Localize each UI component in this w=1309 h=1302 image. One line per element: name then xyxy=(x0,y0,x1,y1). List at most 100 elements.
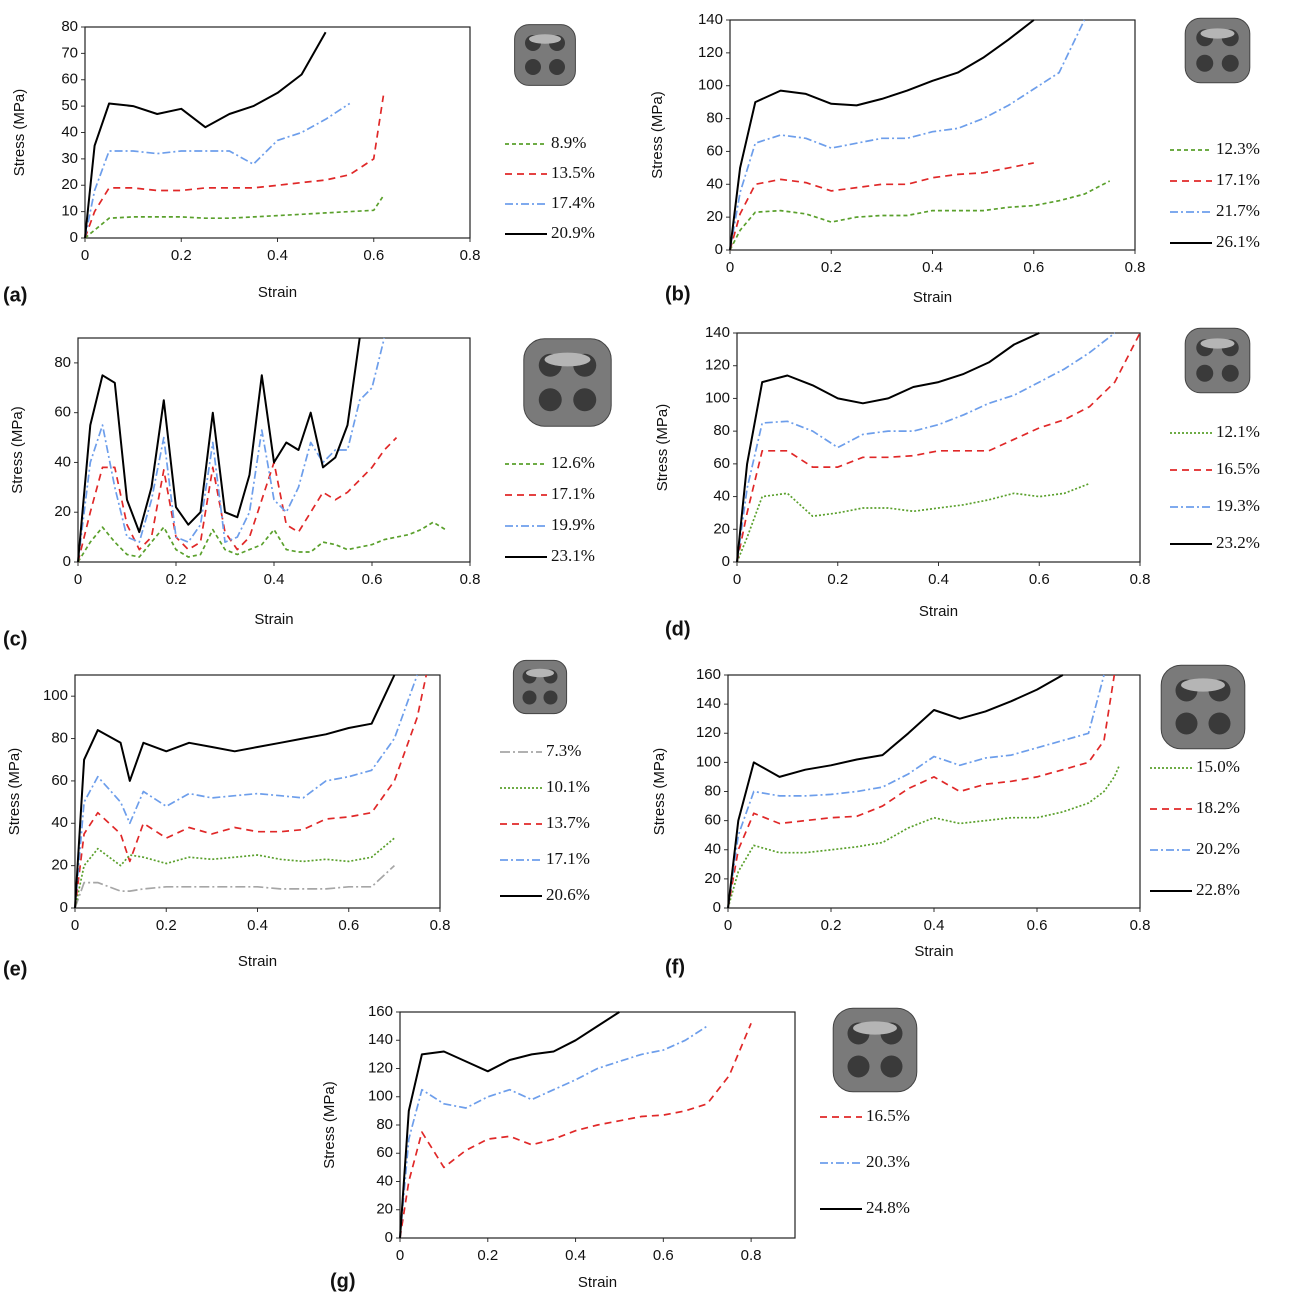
x-tick-label: 0.2 xyxy=(166,571,187,588)
series-line xyxy=(729,19,1086,251)
legend-label: 20.2% xyxy=(1196,839,1240,858)
y-tick-label: 20 xyxy=(704,870,721,887)
y-tick-label: 60 xyxy=(54,404,71,421)
legend-label: 20.9% xyxy=(551,223,595,242)
series-line xyxy=(727,674,1064,909)
y-tick-label: 20 xyxy=(706,208,723,225)
series-line xyxy=(736,332,1141,563)
plot-frame xyxy=(84,26,471,239)
y-axis-label: Stress (MPa) xyxy=(6,748,23,836)
lattice-body xyxy=(1160,664,1246,750)
y-axis-label: Stress (MPa) xyxy=(11,89,28,177)
legend-label: 19.9% xyxy=(551,515,595,534)
y-tick-label: 80 xyxy=(704,782,721,799)
y-tick-label: 60 xyxy=(376,1144,393,1161)
lattice-hole xyxy=(1196,364,1214,382)
plot-frame xyxy=(727,674,1141,909)
x-tick-label: 0.6 xyxy=(1027,917,1048,934)
lattice-hole xyxy=(1208,712,1231,735)
legend-label: 12.6% xyxy=(551,453,595,472)
y-axis-label: Stress (MPa) xyxy=(9,406,26,494)
y-tick-label: 50 xyxy=(61,97,78,114)
y-tick-label: 70 xyxy=(61,44,78,61)
series-line xyxy=(736,482,1090,563)
lattice-highlight xyxy=(529,34,561,44)
x-tick-label: 0 xyxy=(74,571,82,588)
y-tick-label: 60 xyxy=(704,812,721,829)
y-tick-label: 80 xyxy=(51,730,68,747)
x-tick-label: 0.2 xyxy=(477,1247,498,1264)
y-tick-label: 120 xyxy=(696,724,721,741)
series-line xyxy=(729,19,1035,251)
y-tick-label: 0 xyxy=(722,553,730,570)
legend-label: 19.3% xyxy=(1216,496,1260,515)
legend-label: 20.3% xyxy=(866,1152,910,1171)
panel-label: (b) xyxy=(665,283,691,305)
x-tick-label: 0.8 xyxy=(1130,571,1151,588)
y-tick-label: 140 xyxy=(696,695,721,712)
lattice-image xyxy=(512,659,568,715)
lattice-image xyxy=(1184,17,1251,84)
series-line xyxy=(729,180,1111,251)
y-tick-label: 80 xyxy=(376,1116,393,1133)
series-line xyxy=(77,337,386,563)
x-tick-label: 0 xyxy=(726,259,734,276)
series-line xyxy=(399,1025,708,1239)
y-tick-label: 40 xyxy=(61,123,78,140)
x-axis-label: Strain xyxy=(258,284,297,301)
y-axis-label: Stress (MPa) xyxy=(649,91,666,179)
y-axis-label: Stress (MPa) xyxy=(651,748,668,836)
y-tick-label: 140 xyxy=(368,1031,393,1048)
legend-label: 20.6% xyxy=(546,885,590,904)
series-line xyxy=(727,674,1105,909)
x-tick-label: 0.4 xyxy=(924,917,945,934)
panel-label: (e) xyxy=(3,958,27,980)
x-axis-label: Strain xyxy=(919,603,958,620)
y-tick-label: 0 xyxy=(715,241,723,258)
x-tick-label: 0 xyxy=(733,571,741,588)
legend-label: 23.2% xyxy=(1216,533,1260,552)
legend-label: 18.2% xyxy=(1196,798,1240,817)
lattice-body xyxy=(512,659,568,715)
x-tick-label: 0.4 xyxy=(565,1247,586,1264)
y-tick-label: 40 xyxy=(713,488,730,505)
y-tick-label: 10 xyxy=(61,203,78,220)
panel-label: (a) xyxy=(3,284,27,306)
lattice-hole xyxy=(1221,364,1239,382)
x-axis-label: Strain xyxy=(578,1274,617,1291)
y-tick-label: 60 xyxy=(51,772,68,789)
legend-label: 22.8% xyxy=(1196,880,1240,899)
y-axis-label: Stress (MPa) xyxy=(654,404,671,492)
lattice-body xyxy=(832,1007,918,1093)
series-line xyxy=(74,674,396,909)
y-tick-label: 40 xyxy=(376,1172,393,1189)
x-tick-label: 0.2 xyxy=(156,917,177,934)
legend-label: 12.1% xyxy=(1216,422,1260,441)
x-axis-label: Strain xyxy=(238,953,277,970)
lattice-body xyxy=(1184,327,1251,394)
y-tick-label: 60 xyxy=(713,455,730,472)
x-tick-label: 0.8 xyxy=(460,247,481,264)
x-tick-label: 0.8 xyxy=(460,571,481,588)
legend-label: 24.8% xyxy=(866,1198,910,1217)
series-line xyxy=(74,864,395,909)
y-tick-label: 60 xyxy=(61,71,78,88)
panel-label: (g) xyxy=(330,1270,356,1292)
x-tick-label: 0.6 xyxy=(653,1247,674,1264)
y-tick-label: 80 xyxy=(54,354,71,371)
y-tick-label: 0 xyxy=(63,553,71,570)
x-tick-label: 0 xyxy=(81,247,89,264)
y-tick-label: 60 xyxy=(706,142,723,159)
series-line xyxy=(74,674,418,909)
lattice-hole xyxy=(538,388,562,412)
y-tick-label: 120 xyxy=(705,357,730,374)
lattice-highlight xyxy=(1200,28,1235,39)
series-line xyxy=(84,31,327,239)
y-tick-label: 0 xyxy=(713,899,721,916)
series-line xyxy=(727,674,1116,909)
lattice-image xyxy=(514,24,576,86)
x-tick-label: 0.6 xyxy=(338,917,359,934)
series-line xyxy=(74,674,428,909)
lattice-hole xyxy=(549,59,565,75)
